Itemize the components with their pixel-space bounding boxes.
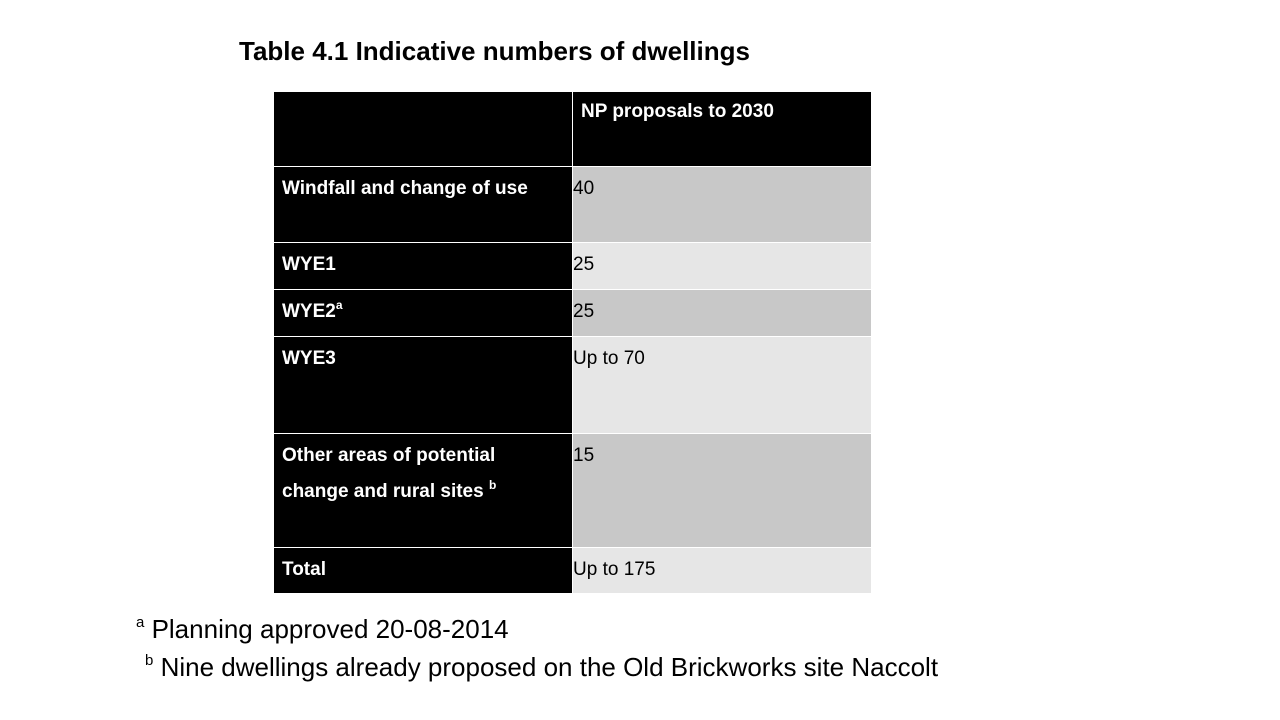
row-label-wye1: WYE1	[273, 242, 573, 290]
row-label-total: Total	[273, 547, 573, 594]
header-row: NP proposals to 2030	[273, 91, 872, 167]
row-label-text: WYE3	[282, 348, 336, 369]
row-value-windfall: 40	[572, 166, 872, 243]
row-value-total: Up to 175	[572, 547, 872, 594]
footnote-b-marker: b	[145, 652, 154, 669]
table-row: WYE2a 25	[273, 289, 872, 337]
table-row: WYE3 Up to 70	[273, 336, 872, 434]
row-label-text: WYE2	[282, 301, 336, 322]
row-value-other-areas: 15	[572, 433, 872, 548]
footnote-marker-b: b	[488, 478, 497, 492]
row-label-text: WYE1	[282, 254, 336, 275]
header-corner-cell	[273, 91, 573, 167]
row-label-text: Total	[282, 559, 326, 580]
row-label-wye2: WYE2a	[273, 289, 573, 337]
table-row: Total Up to 175	[273, 547, 872, 594]
row-value-wye1: 25	[572, 242, 872, 290]
footnote-a-text: Planning approved 20-08-2014	[144, 614, 509, 644]
footnote-a: a Planning approved 20-08-2014	[136, 614, 509, 645]
table-row: Other areas of potential change and rura…	[273, 433, 872, 548]
table-title: Table 4.1 Indicative numbers of dwelling…	[239, 36, 750, 66]
table-row: WYE1 25	[273, 242, 872, 290]
dwellings-table: NP proposals to 2030 Windfall and change…	[273, 91, 872, 594]
footnote-b: b Nine dwellings already proposed on the…	[145, 652, 938, 683]
footnote-marker-a: a	[335, 298, 343, 312]
footnote-a-marker: a	[136, 614, 145, 631]
header-column-cell: NP proposals to 2030	[572, 91, 872, 167]
footnote-b-text: Nine dwellings already proposed on the O…	[153, 652, 939, 682]
table-row: Windfall and change of use 40	[273, 166, 872, 243]
row-label-wye3: WYE3	[273, 336, 573, 434]
row-label-text: Other areas of potential change and rura…	[282, 445, 496, 502]
row-value-wye3: Up to 70	[572, 336, 872, 434]
row-label-windfall: Windfall and change of use	[273, 166, 573, 243]
row-label-text: Windfall and change of use	[282, 178, 528, 199]
row-value-wye2: 25	[572, 289, 872, 337]
row-label-other-areas: Other areas of potential change and rura…	[273, 433, 573, 548]
